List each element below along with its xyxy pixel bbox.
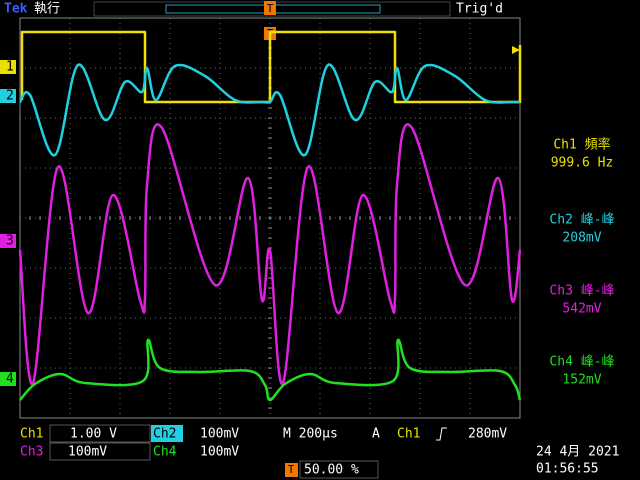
ch3-box [49, 442, 151, 461]
ch4-marker [0, 372, 16, 386]
ch4-scale: 100mV [200, 445, 239, 460]
ch1-marker-label: 1 [6, 60, 14, 75]
ch4-marker-label: 4 [6, 372, 14, 387]
run-status: 執行 [34, 1, 60, 17]
ch2-marker-label: 2 [6, 89, 14, 104]
ch3-marker-label: 3 [6, 234, 14, 249]
trigger-level: 280mV [468, 427, 507, 442]
ch1-wave [20, 30, 522, 104]
meas-value: 999.6 Hz [551, 156, 614, 171]
ch2-name: Ch2 [153, 427, 176, 442]
ch2-marker [0, 89, 16, 103]
ch4-wave [19, 338, 522, 402]
ch2-name-box [151, 425, 183, 442]
meas-value: 542mV [562, 302, 601, 317]
meas-value: 152mV [562, 373, 601, 388]
meas-label: Ch2 峰-峰 [549, 213, 614, 228]
trigpos-marker [285, 463, 298, 477]
ch3-marker [0, 234, 16, 248]
ch3-wave [18, 123, 522, 386]
ch1-scale: 1.00 V [70, 427, 117, 442]
time: 01:56:55 [536, 462, 599, 477]
trigger-level-marker [512, 46, 520, 54]
brand: Tek [4, 2, 28, 17]
date: 24 4月 2021 [536, 445, 619, 460]
waveforms [18, 30, 522, 402]
meas-label: Ch4 峰-峰 [549, 355, 614, 370]
edge-icon [436, 427, 447, 441]
graticule-frame [19, 17, 521, 419]
ch1-name: Ch1 [20, 427, 43, 442]
ch2-scale: 100mV [200, 427, 239, 442]
trigger-source: Ch1 [397, 427, 420, 442]
trigger-position: 50.00 % [304, 463, 359, 478]
ch3-scale: 100mV [68, 445, 107, 460]
trigger-top-marker [264, 1, 276, 15]
ch4-name: Ch4 [153, 445, 177, 460]
trigpos-marker-label: T [288, 463, 295, 476]
trigger-state: Trig'd [456, 2, 503, 17]
trigger-mode: A [372, 427, 380, 442]
ch2-wave [18, 63, 521, 157]
meas-label: Ch3 峰-峰 [549, 284, 614, 299]
meas-label: Ch1 頻率 [553, 137, 610, 153]
trigger-top-label: T [267, 2, 274, 15]
trigpos-box [299, 460, 379, 479]
ch1-marker [0, 60, 16, 74]
timebase: M 200µs [283, 427, 338, 442]
meas-value: 208mV [562, 231, 601, 246]
ch3-name: Ch3 [20, 445, 43, 460]
ch1-box [49, 424, 151, 443]
